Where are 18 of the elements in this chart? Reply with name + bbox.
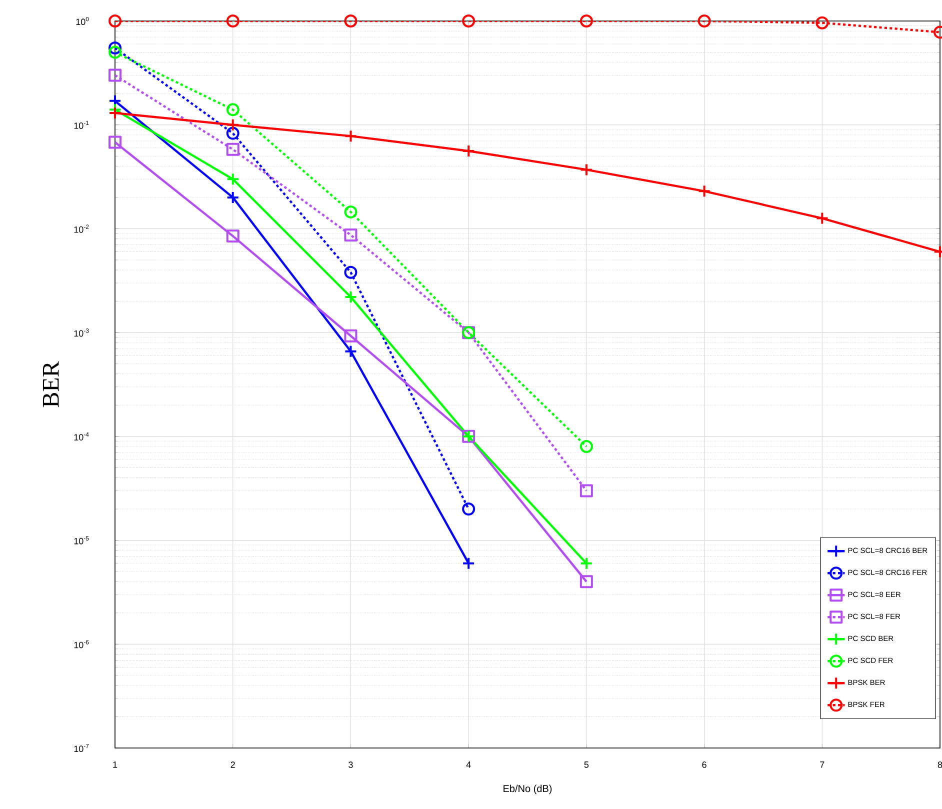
- x-tick-label: 4: [466, 762, 471, 768]
- x-tick-label: 6: [702, 762, 706, 768]
- y-tick-label: 10$^{-6}$: [74, 640, 89, 648]
- y-tick-label: 10$^{-7}$: [74, 744, 89, 752]
- y-tick-label: 10$^{-3}$: [74, 328, 89, 337]
- y-tick-label: 10$^{-4}$: [74, 432, 89, 440]
- y-tick-label: 10$^{-2}$: [74, 224, 89, 233]
- y-tick-label: 10$^{-5}$: [74, 536, 89, 544]
- x-tick-label: 2: [230, 762, 235, 768]
- y-axis-title: BER: [42, 361, 59, 408]
- x-axis-title: Eb/No (dB): [504, 784, 552, 794]
- x-tick-label: 1: [113, 762, 118, 768]
- y-tick-label: 10$^{0}$: [76, 16, 89, 26]
- x-tick-label: 5: [584, 762, 589, 768]
- x-tick-label: 8: [938, 762, 942, 768]
- y-tick-label: 10$^{-1}$: [74, 120, 89, 129]
- x-tick-label: 3: [348, 762, 353, 768]
- x-tick-label: 7: [820, 762, 824, 768]
